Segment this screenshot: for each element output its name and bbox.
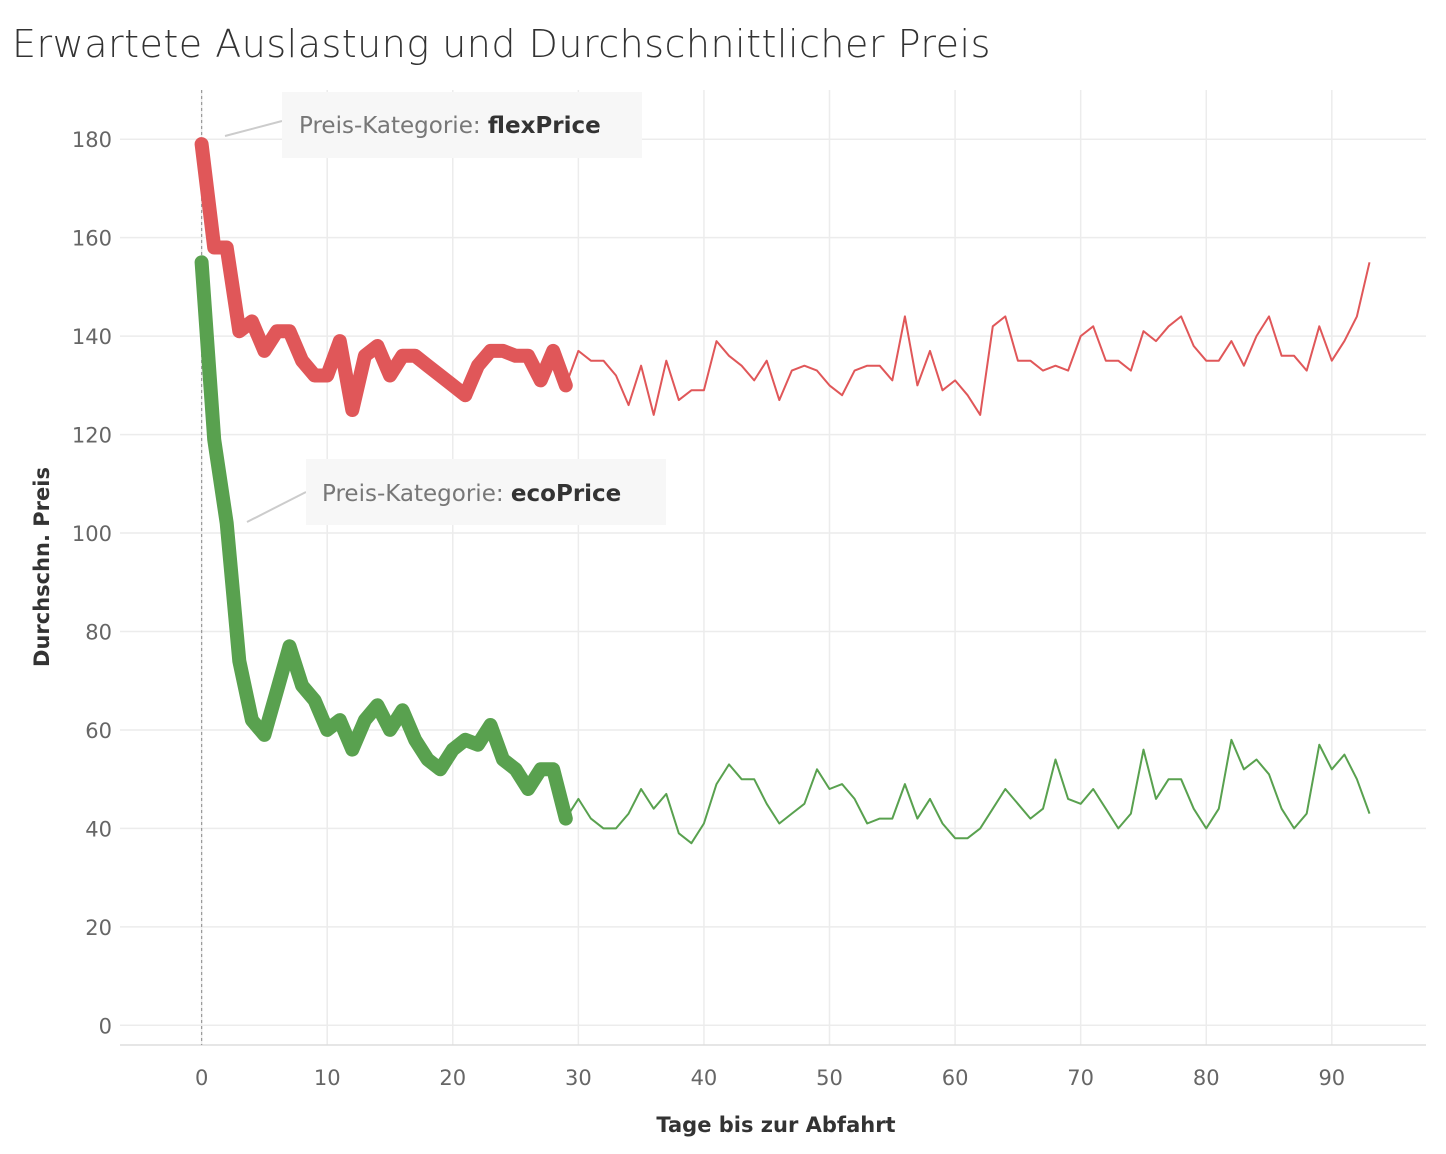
y-tick-label: 0	[99, 1014, 112, 1038]
annotation-ecoPrice: Preis-Kategorie: ecoPrice	[322, 481, 621, 507]
x-tick-label: 20	[439, 1066, 466, 1090]
x-tick-label: 50	[816, 1066, 843, 1090]
x-tick-label: 90	[1318, 1066, 1345, 1090]
y-tick-label: 180	[72, 128, 112, 152]
series-line-thick-flexPrice	[194, 137, 573, 417]
y-tick-label: 20	[85, 916, 112, 940]
series-line-flexPrice	[564, 262, 1371, 416]
y-tick-label: 40	[85, 817, 112, 841]
y-tick-label: 100	[72, 522, 112, 546]
y-tick-label: 140	[72, 325, 112, 349]
x-tick-label: 10	[314, 1066, 341, 1090]
annotations: Preis-Kategorie: flexPricePreis-Kategori…	[224, 92, 666, 525]
annotation-leader	[224, 120, 283, 137]
annotation-flexPrice: Preis-Kategorie: flexPrice	[299, 113, 601, 139]
y-tick-label: 120	[72, 424, 112, 448]
annotation-prefix: Preis-Kategorie:	[322, 481, 511, 507]
grid-lines	[120, 90, 1426, 1046]
y-tick-label: 80	[85, 620, 112, 644]
x-tick-label: 70	[1067, 1066, 1094, 1090]
x-tick-label: 80	[1193, 1066, 1220, 1090]
x-tick-label: 60	[942, 1066, 969, 1090]
x-tick-label: 0	[195, 1066, 208, 1090]
annotation-series-name: flexPrice	[488, 113, 601, 139]
annotation-series-name: ecoPrice	[511, 481, 621, 507]
annotation-box	[282, 92, 642, 158]
x-axis-ticks: 0 10 20 30 40 50 60 70 80 90	[195, 1066, 1345, 1090]
y-axis-ticks: 0 20 40 60 80 100 120 140 160 180	[72, 128, 112, 1038]
x-tick-label: 30	[565, 1066, 592, 1090]
y-axis-title: Durchschn. Preis	[30, 467, 54, 667]
x-tick-label: 40	[691, 1066, 718, 1090]
series-line-ecoPrice	[564, 738, 1371, 845]
annotation-prefix: Preis-Kategorie:	[299, 113, 488, 139]
y-tick-label: 160	[72, 227, 112, 251]
series-lines	[194, 137, 1371, 845]
series-line-thick-ecoPrice	[194, 255, 573, 826]
x-axis-title: Tage bis zur Abfahrt	[656, 1113, 895, 1137]
y-tick-label: 60	[85, 719, 112, 743]
annotation-box	[306, 459, 666, 525]
annotation-leader	[246, 491, 307, 523]
page-title: Erwartete Auslastung und Durchschnittlic…	[12, 22, 991, 66]
